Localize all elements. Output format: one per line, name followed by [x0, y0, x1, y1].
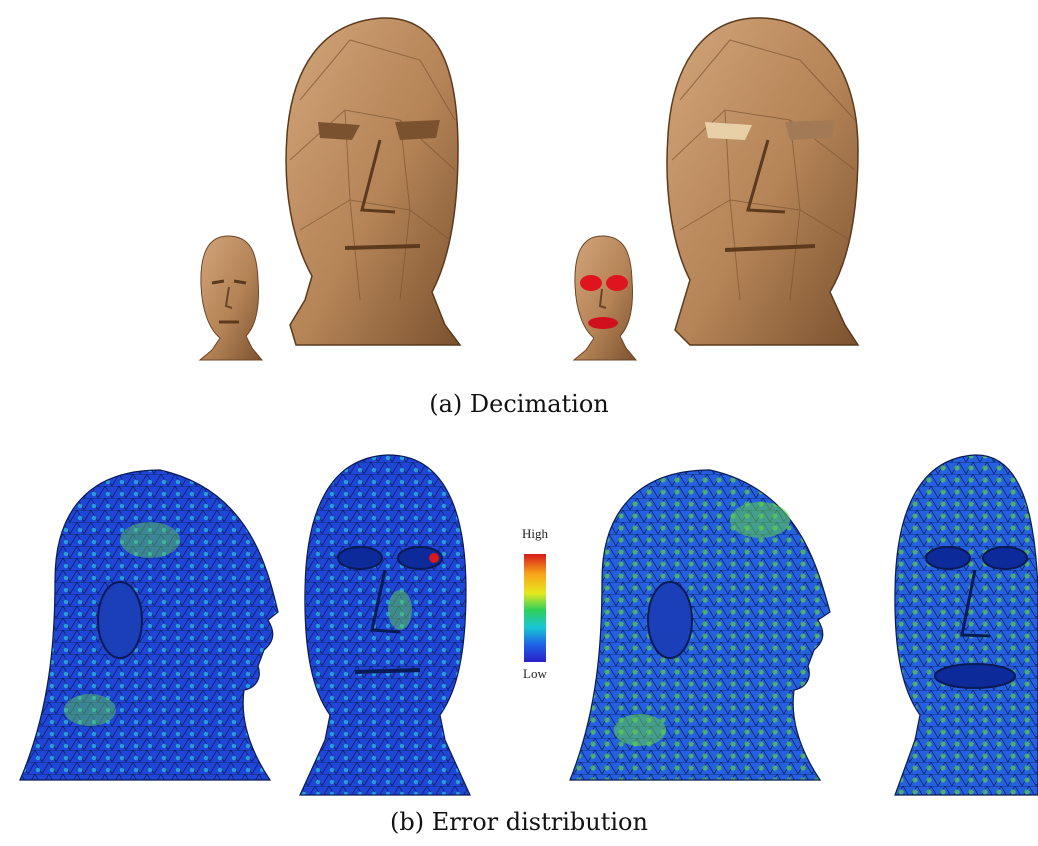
error-head-side-1 [19, 469, 279, 781]
colorbar-low-label: Low [523, 666, 547, 681]
caption-error-distribution: (b) Error distribution [390, 808, 648, 836]
error-colorbar [524, 554, 546, 662]
large-head-right [666, 17, 860, 346]
decimation-panel [0, 0, 1038, 380]
colorbar-high-label: High [522, 526, 548, 541]
error-head-front-1 [299, 454, 471, 796]
caption-decimation: (a) Decimation [429, 390, 609, 418]
decimation-illustration [198, 17, 860, 361]
large-head-left [285, 17, 462, 346]
small-head-left [198, 235, 264, 361]
small-head-right [572, 235, 638, 361]
error-head-front-2 [894, 454, 1038, 796]
error-distribution-illustration [19, 454, 1038, 796]
error-head-side-2 [569, 469, 831, 781]
error-distribution-panel: High Low [0, 450, 1038, 805]
